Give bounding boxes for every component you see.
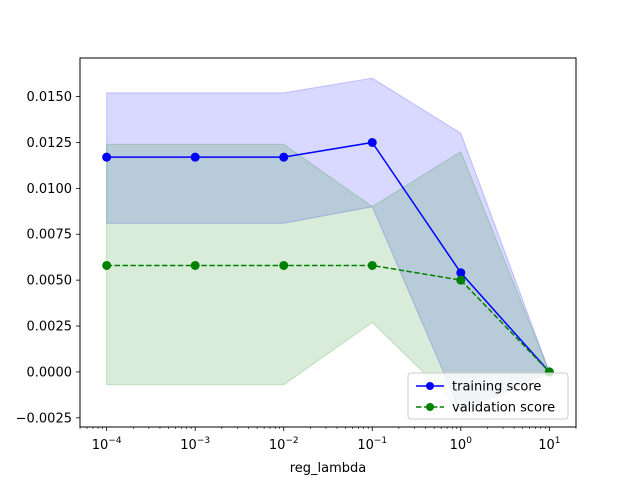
legend-label-series-2: validation score xyxy=(452,401,555,416)
series-markers xyxy=(102,137,554,377)
x-axis-label: reg_lambda xyxy=(290,461,367,476)
point-series-1 xyxy=(456,268,466,278)
point-series-1 xyxy=(102,152,112,162)
series-lines xyxy=(106,141,550,373)
point-series-1 xyxy=(190,152,200,162)
x-tick-label: 100 xyxy=(450,436,473,453)
x-tick-label: 10−3 xyxy=(180,436,210,453)
confidence-bands xyxy=(106,77,550,413)
y-tick-label: 0.0075 xyxy=(27,228,73,243)
plot-frame xyxy=(79,57,577,428)
y-tick-label: 0.0050 xyxy=(27,274,73,289)
legend-marker-series-1 xyxy=(426,382,434,390)
point-series-2 xyxy=(367,260,377,270)
point-series-2 xyxy=(456,275,466,285)
point-series-2 xyxy=(102,260,112,270)
legend-box xyxy=(407,372,569,420)
x-axis-ticks: 10−4 10−3 10−2 10−1 100 101 xyxy=(79,427,577,453)
line-series-2 xyxy=(106,264,550,373)
point-series-1 xyxy=(279,152,289,162)
point-series-2 xyxy=(279,260,289,270)
line-series-1 xyxy=(106,141,550,373)
y-tick-label: −0.0025 xyxy=(16,411,72,426)
point-series-1 xyxy=(367,137,377,147)
legend-label-series-1: training score xyxy=(452,380,541,395)
y-tick-label: 0.0150 xyxy=(27,90,73,105)
y-tick-label: 0.0000 xyxy=(27,365,73,380)
x-tick-label: 10−4 xyxy=(92,436,122,453)
x-tick-label: 101 xyxy=(538,436,560,453)
legend-marker-series-2 xyxy=(426,403,434,411)
y-tick-label: 0.0025 xyxy=(27,320,73,335)
x-tick-label: 10−1 xyxy=(357,436,387,453)
y-axis-ticks: −0.0025 0.0000 0.0025 0.0050 0.0075 0.0100 0.0… xyxy=(16,90,80,426)
y-tick-label: 0.0125 xyxy=(27,136,73,151)
x-tick-label: 10−2 xyxy=(269,436,299,453)
band-series-2 xyxy=(106,143,550,410)
legend: training score validation score xyxy=(407,372,569,420)
y-tick-label: 0.0100 xyxy=(27,182,73,197)
point-series-2 xyxy=(190,260,200,270)
